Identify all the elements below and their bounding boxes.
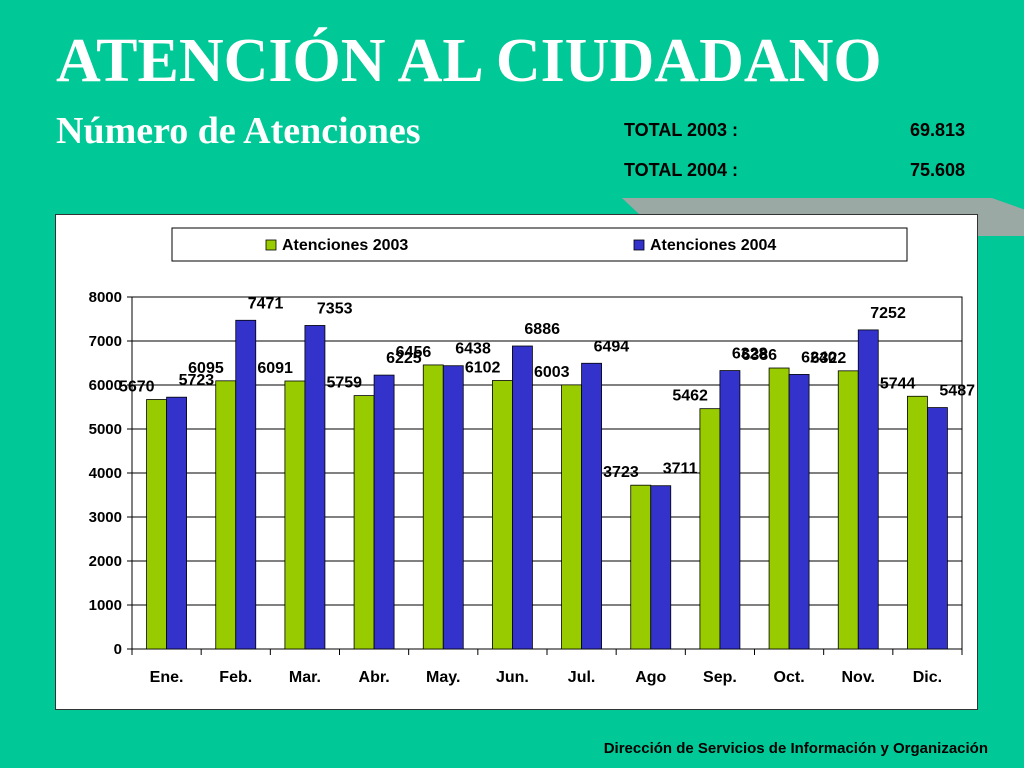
- bar-2003: [353, 395, 375, 650]
- y-tick-label: 2000: [89, 553, 122, 570]
- y-tick-label: 8000: [89, 289, 122, 306]
- data-label-2004: 6225: [386, 350, 422, 367]
- bar-2003: [284, 380, 306, 650]
- bar-2004: [304, 325, 326, 650]
- bar-2004: [442, 365, 464, 650]
- bar-2003: [768, 367, 790, 650]
- x-tick-label: Ene.: [150, 669, 184, 686]
- data-label-2003: 6091: [257, 360, 293, 377]
- total-2003-label: TOTAL 2003 :: [624, 120, 739, 140]
- data-label-2004: 7252: [870, 305, 906, 322]
- x-tick-label: Jul.: [568, 669, 596, 686]
- x-tick-label: Feb.: [219, 669, 252, 686]
- bar-2003: [422, 364, 444, 650]
- y-tick-label: 5000: [89, 421, 122, 438]
- x-tick-label: Jun.: [496, 669, 529, 686]
- data-label-2003: 5462: [672, 388, 708, 405]
- y-tick-label: 1000: [89, 597, 122, 614]
- legend-swatch-1: [633, 239, 645, 251]
- data-label-2003: 5759: [326, 375, 362, 392]
- data-label-2003: 6095: [188, 360, 224, 377]
- x-tick-label: Sep.: [703, 669, 737, 686]
- x-tick-label: Oct.: [774, 669, 805, 686]
- bar-2004: [650, 485, 672, 650]
- bar-2004: [788, 374, 810, 650]
- data-label-2003: 5670: [119, 379, 155, 396]
- legend-label-0: Atenciones 2003: [282, 237, 408, 254]
- x-tick-label: Nov.: [842, 669, 875, 686]
- x-tick-label: May.: [426, 669, 460, 686]
- data-label-2003: 6456: [396, 344, 432, 361]
- page-subtitle: Número de Atenciones: [56, 110, 421, 152]
- bar-2003: [907, 395, 928, 650]
- data-label-2004: 3711: [663, 461, 698, 478]
- bar-2004: [857, 329, 879, 650]
- bar-2003: [699, 408, 721, 650]
- data-label-2003: 6322: [811, 350, 847, 367]
- y-tick-label: 3000: [89, 509, 122, 526]
- data-label-2003: 3723: [603, 464, 639, 481]
- bar-2003: [837, 370, 859, 650]
- data-label-2004: 6886: [524, 321, 560, 338]
- bar-2004: [373, 374, 395, 650]
- bar-2004: [235, 319, 257, 650]
- data-label-2003: 6102: [465, 360, 501, 377]
- data-label-2003: 6386: [741, 347, 777, 364]
- x-tick-label: Dic.: [913, 669, 942, 686]
- data-label-2004: 5723: [179, 372, 215, 389]
- legend-label-1: Atenciones 2004: [650, 237, 776, 254]
- bar-2003: [630, 484, 652, 650]
- legend-box: [171, 227, 908, 262]
- footer-credit: Dirección de Servicios de Información y …: [603, 740, 988, 757]
- page-title: ATENCIÓN AL CIUDADANO: [56, 27, 882, 95]
- data-label-2004: 6438: [455, 341, 491, 358]
- bar-2004: [512, 345, 533, 650]
- x-tick-label: Abr.: [359, 669, 390, 686]
- bar-2003: [492, 380, 513, 650]
- bar-chart: Atenciones 2003 Atenciones 2004 0 1000 2000 3…: [89, 227, 975, 686]
- y-tick-label: 0: [114, 641, 122, 658]
- data-label-2004: 6328: [732, 346, 768, 363]
- data-label-2004: 7353: [317, 300, 353, 317]
- data-label-2003: 6003: [534, 364, 570, 381]
- bar-2003: [215, 380, 237, 650]
- bar-2003: [561, 384, 582, 650]
- chart-panel: Atenciones 2003 Atenciones 2004 0 1000 2000 3…: [55, 214, 978, 710]
- x-tick-label: Ago: [635, 669, 666, 686]
- data-label-2004: 6494: [594, 338, 630, 355]
- y-tick-label: 4000: [89, 465, 122, 482]
- data-label-2004: 6240: [801, 349, 837, 366]
- total-2004-label: TOTAL 2004 :: [624, 160, 739, 180]
- data-label-2003: 5744: [880, 375, 916, 392]
- y-tick-label: 6000: [89, 377, 122, 394]
- bar-2004: [927, 407, 948, 650]
- total-2003-value: 69.813: [910, 120, 966, 140]
- data-label-2004: 5487: [939, 383, 975, 400]
- y-tick-label: 7000: [89, 333, 122, 350]
- bar-2004: [719, 370, 741, 650]
- legend-swatch-0: [265, 239, 277, 251]
- data-label-2004: 7471: [248, 295, 284, 312]
- total-2004-value: 75.608: [910, 160, 966, 180]
- bar-2003: [146, 399, 167, 650]
- x-tick-label: Mar.: [289, 669, 321, 686]
- bar-2004: [166, 396, 187, 650]
- bar-2004: [581, 362, 602, 650]
